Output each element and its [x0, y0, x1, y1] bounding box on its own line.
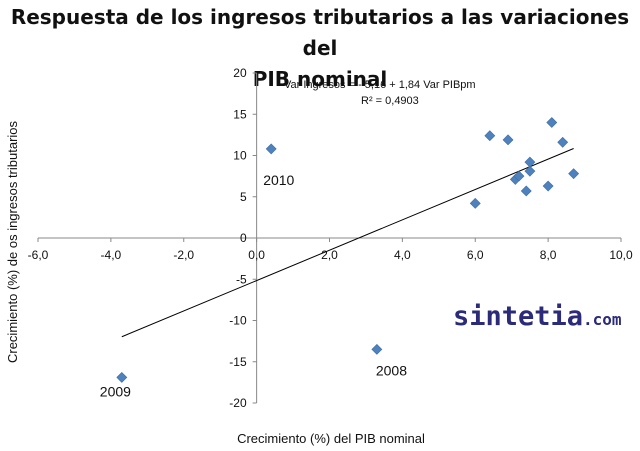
equation-line-1: Var Ingresos = - 5,16 + 1,84 Var PIBpm — [284, 79, 476, 91]
annotation-label: 2008 — [376, 362, 407, 378]
watermark-suffix: .com — [583, 310, 622, 329]
data-point — [557, 136, 569, 148]
annotation-label: 2010 — [263, 172, 294, 188]
data-point — [116, 372, 128, 383]
data-point — [513, 170, 525, 182]
data-point — [371, 343, 383, 355]
x-tick-label: 10,0 — [609, 248, 633, 262]
data-point — [546, 117, 558, 128]
chart-title-line-2: PIB nominal — [252, 67, 388, 91]
tick-labels: -6,0 -4,0 -2,0 0,0 2,0 4,0 6,0 8,0 10,020151050-… — [28, 66, 633, 410]
y-tick-label: -20 — [229, 396, 247, 410]
watermark: sintetia .com — [453, 301, 622, 332]
x-tick-label: -6,0 — [28, 248, 49, 262]
data-point — [265, 143, 277, 155]
chart-title: Respuesta de los ingresos tributarios a … — [0, 2, 640, 95]
y-axis-label: Crecimiento (%) de os ingresos tributari… — [5, 120, 20, 363]
chart-title-line-1: Respuesta de los ingresos tributarios a … — [10, 5, 630, 60]
data-point — [502, 134, 514, 146]
x-axis-label: Crecimiento (%) del PIB nominal — [237, 431, 425, 446]
data-point — [524, 165, 536, 177]
data-point — [520, 185, 532, 197]
axes — [37, 72, 622, 404]
x-tick-label: 8,0 — [540, 248, 557, 262]
y-tick-label: 5 — [240, 190, 247, 204]
y-tick-label: -5 — [236, 272, 247, 286]
x-tick-label: 6,0 — [467, 248, 484, 262]
data-points — [116, 117, 580, 383]
x-tick-label: 4,0 — [394, 248, 411, 262]
y-tick-label: 10 — [233, 149, 247, 163]
x-tick-label: 0,0 — [248, 248, 265, 262]
y-tick-label: 20 — [233, 66, 247, 80]
y-tick-label: 0 — [240, 231, 247, 245]
data-point — [542, 180, 554, 192]
data-point — [568, 168, 580, 180]
y-tick-label: -15 — [229, 355, 247, 369]
equation-line-2: R² = 0,4903 — [361, 95, 419, 107]
data-point — [484, 130, 496, 142]
x-tick-label: -2,0 — [173, 248, 194, 262]
y-tick-label: -10 — [229, 314, 247, 328]
data-point — [469, 197, 481, 209]
trendline-group — [121, 148, 574, 338]
watermark-main: sintetia — [453, 301, 583, 332]
annotations: 2010 2008 2009 — [100, 172, 407, 400]
y-tick-label: 15 — [233, 107, 247, 121]
annotation-label: 2009 — [100, 383, 131, 399]
data-point — [524, 156, 536, 168]
trendline — [121, 148, 574, 338]
x-tick-label: -4,0 — [101, 248, 122, 262]
